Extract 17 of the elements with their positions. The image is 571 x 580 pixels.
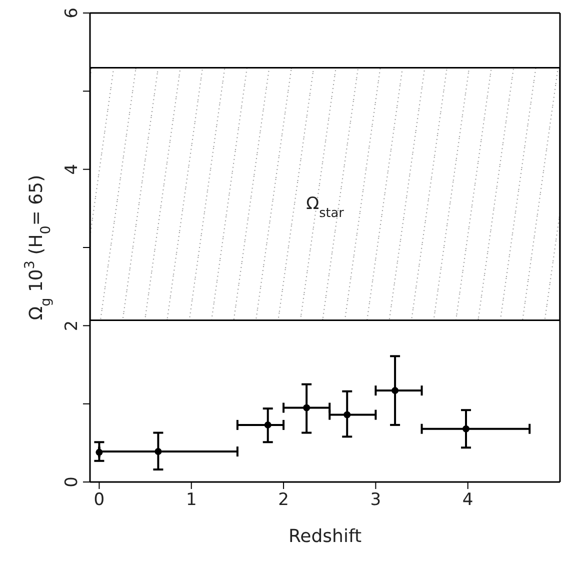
point bbox=[264, 421, 272, 428]
x-tick-label: 3 bbox=[370, 490, 382, 510]
y-tick-label: 6 bbox=[62, 8, 82, 18]
x-axis-title: Redshift bbox=[288, 526, 362, 547]
point bbox=[303, 404, 310, 412]
point bbox=[344, 411, 351, 418]
x-tick-label: 2 bbox=[278, 490, 289, 510]
x-tick-label: 1 bbox=[186, 490, 197, 510]
point bbox=[154, 448, 162, 456]
x-tick-label: 0 bbox=[94, 490, 105, 510]
y-tick-label: 2 bbox=[62, 320, 82, 332]
y-tick-label: 0 bbox=[62, 476, 82, 488]
point bbox=[462, 425, 470, 432]
y-tick-label: 4 bbox=[62, 164, 82, 175]
annotation: Ω$_{star}$ bbox=[306, 194, 345, 221]
point bbox=[392, 387, 399, 394]
x-tick-label: 4 bbox=[462, 490, 474, 510]
